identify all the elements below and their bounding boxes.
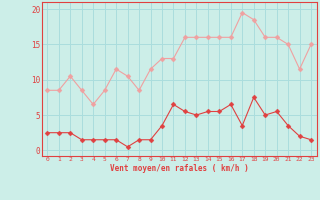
X-axis label: Vent moyen/en rafales ( km/h ): Vent moyen/en rafales ( km/h )	[110, 164, 249, 173]
